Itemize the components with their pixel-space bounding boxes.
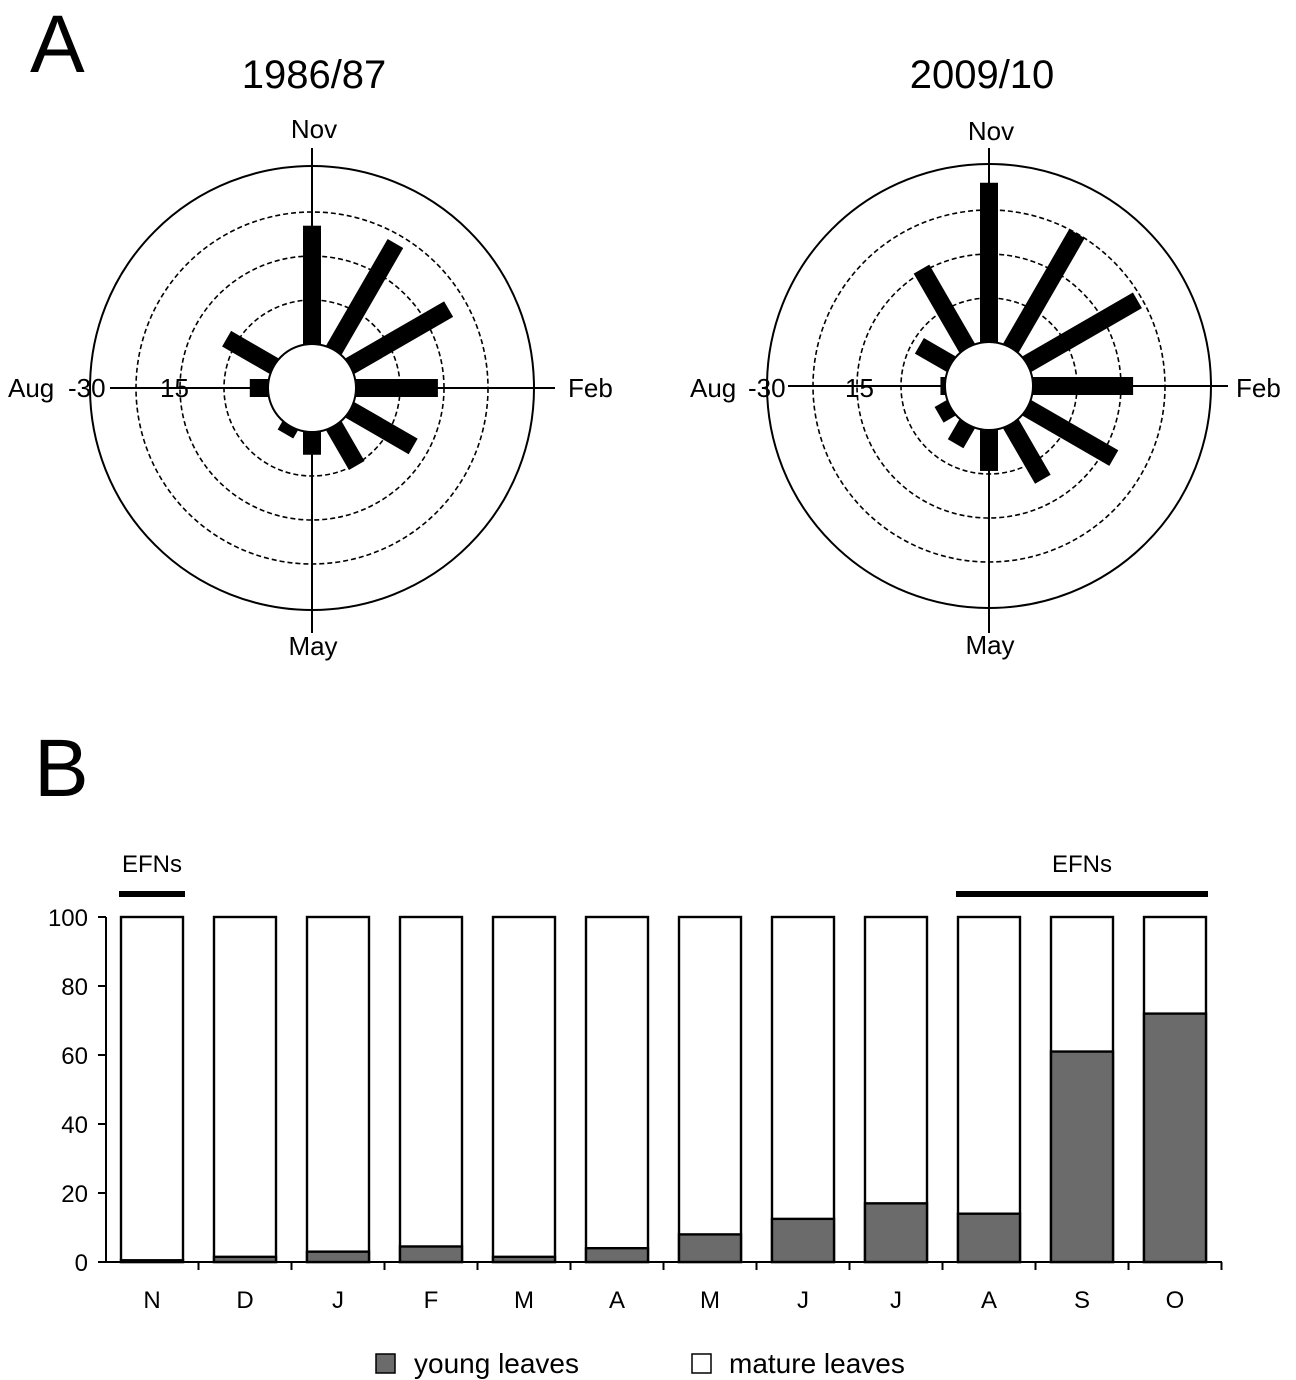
x-tick-label: N: [143, 1287, 160, 1314]
polar-bar-nov: [980, 182, 998, 342]
x-tick-label: F: [424, 1287, 439, 1314]
bar-young-6: [677, 1233, 743, 1264]
polar-bar-jun: [947, 419, 975, 449]
polar-bar-jan: [345, 301, 454, 374]
bar-young-0: [119, 1259, 185, 1264]
panel-b-label: B: [34, 723, 89, 814]
radial-tick-outer: -30: [68, 373, 106, 403]
polar-bar-sep: [914, 338, 956, 372]
polar-title: 1986/87: [242, 53, 387, 97]
y-tick-label: 20: [61, 1181, 88, 1208]
direction-label-bottom: May: [288, 631, 337, 661]
polar-bar-jan: [1022, 292, 1142, 372]
polar-bar-feb: [355, 379, 438, 397]
polar-bar-apr: [1003, 419, 1051, 484]
polar-bar-nov: [303, 225, 321, 344]
y-tick-label: 0: [75, 1250, 88, 1277]
bar-mature-5: [584, 915, 650, 1264]
radial-tick-inner: 15: [845, 373, 874, 403]
polar-bar-mar: [345, 402, 418, 455]
direction-label-right: Feb: [568, 373, 613, 403]
y-tick-label: 40: [61, 1112, 88, 1139]
radial-tick-outer: -30: [748, 373, 786, 403]
bar-mature-7: [770, 915, 836, 1264]
polar-bar-sep: [222, 330, 279, 374]
center-hole: [267, 343, 357, 433]
x-tick-label: O: [1166, 1287, 1185, 1314]
bar-young-2: [305, 1250, 371, 1264]
x-tick-label: D: [236, 1287, 253, 1314]
polar-bar-jul: [934, 400, 956, 423]
polar-chart-2009: 2009/10 Nov Feb May Aug -30 15: [690, 53, 1281, 660]
direction-label-top: Nov: [291, 114, 337, 144]
bar-mature-9: [956, 915, 1022, 1264]
direction-label-right: Feb: [1236, 373, 1281, 403]
bar-mature-0: [119, 915, 185, 1264]
polar-bar-dec: [326, 239, 404, 355]
polar-bar-mar: [1022, 400, 1119, 466]
polar-bar-may: [980, 430, 998, 471]
direction-label-top: Nov: [968, 116, 1014, 146]
polar-bar-apr: [326, 421, 365, 471]
direction-label-left: Aug: [8, 373, 54, 403]
y-tick-label: 80: [61, 974, 88, 1001]
legend-swatch-mature: [691, 1353, 712, 1374]
x-tick-label: A: [981, 1287, 997, 1314]
x-tick-label: M: [514, 1287, 534, 1314]
bar-mature-2: [305, 915, 371, 1264]
polar-bar-may: [303, 432, 321, 455]
legend-swatch-young: [375, 1353, 396, 1374]
y-tick-label: 100: [48, 905, 88, 932]
bar-young-9: [956, 1212, 1022, 1264]
bar-mature-1: [212, 915, 278, 1264]
legend-label-mature: mature leaves: [729, 1348, 905, 1379]
legend: young leaves mature leaves: [375, 1348, 905, 1379]
efn-label-0: EFNs: [122, 851, 182, 878]
polar-chart-1986: 1986/87 Nov Feb May Aug -30 15: [8, 53, 613, 661]
bar-young-4: [491, 1255, 557, 1264]
bar-young-11: [1142, 1012, 1208, 1264]
polar-bar-dec: [1003, 229, 1085, 353]
stacked-bar-chart: 0 20 40 60 80 100 N D J F M A M J J A S O EFNs EFNs: [48, 851, 1223, 1314]
x-tick-label: J: [797, 1287, 809, 1314]
bar-young-8: [863, 1202, 929, 1264]
bar-mature-3: [398, 915, 464, 1264]
bar-young-3: [398, 1245, 464, 1264]
efn-label-1: EFNs: [1052, 851, 1112, 878]
bar-young-7: [770, 1217, 836, 1264]
bar-mature-6: [677, 915, 743, 1264]
bar-young-10: [1049, 1050, 1115, 1264]
bar-mature-4: [491, 915, 557, 1264]
panel-a-label: A: [30, 0, 85, 90]
center-hole: [944, 341, 1034, 431]
y-tick-label: 60: [61, 1043, 88, 1070]
polar-title: 2009/10: [910, 53, 1055, 97]
polar-bar-aug: [249, 379, 268, 397]
legend-label-young: young leaves: [414, 1348, 579, 1379]
direction-label-bottom: May: [965, 630, 1014, 660]
bar-young-1: [212, 1255, 278, 1264]
x-tick-label: J: [890, 1287, 902, 1314]
polar-bar-aug: [940, 377, 946, 395]
x-tick-label: M: [700, 1287, 720, 1314]
polar-bar-feb: [1033, 377, 1134, 395]
x-tick-label: J: [332, 1287, 344, 1314]
x-tick-label: A: [609, 1287, 625, 1314]
polar-plot-area: [89, 148, 555, 633]
radial-tick-inner: 15: [160, 373, 189, 403]
direction-label-left: Aug: [690, 373, 736, 403]
polar-bar-jun: [277, 421, 298, 439]
polar-bar-oct: [913, 264, 975, 353]
bar-young-5: [584, 1246, 650, 1264]
polar-plot-area: [766, 148, 1228, 633]
x-tick-label: S: [1074, 1287, 1090, 1314]
